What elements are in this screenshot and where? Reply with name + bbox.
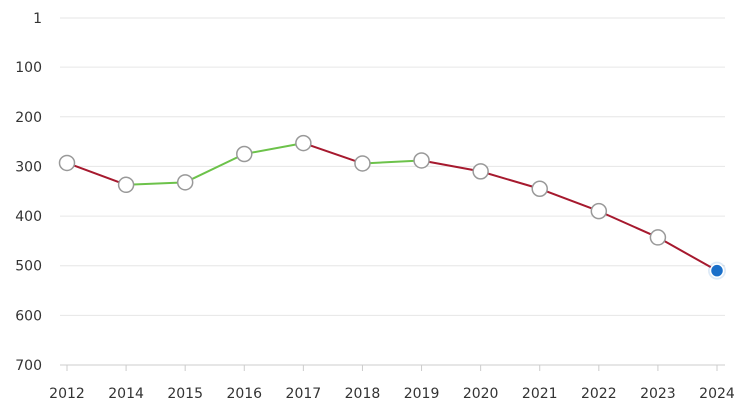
x-tick-label: 2023 — [640, 386, 676, 402]
line-segment — [420, 159, 482, 173]
data-point[interactable] — [590, 202, 608, 220]
y-tick-label: 100 — [15, 60, 42, 76]
y-tick-label: 1 — [33, 11, 42, 27]
x-tick-label: 2017 — [286, 386, 322, 402]
data-point[interactable] — [236, 145, 253, 163]
data-point[interactable] — [472, 163, 489, 180]
data-point[interactable] — [58, 154, 76, 172]
line-segment — [597, 210, 659, 239]
x-tick-label: 2016 — [226, 386, 262, 402]
data-point-current[interactable] — [709, 263, 725, 278]
y-tick-label: 200 — [15, 110, 42, 126]
data-point[interactable] — [531, 180, 548, 198]
grid — [60, 17, 725, 366]
line-segment — [66, 161, 128, 186]
y-tick-label: 600 — [15, 308, 42, 324]
line-segment — [479, 170, 541, 190]
series-line — [66, 142, 718, 272]
line-segment — [243, 142, 305, 156]
line-segment — [361, 159, 423, 165]
data-point[interactable] — [176, 174, 194, 191]
x-tick-label: 2012 — [49, 386, 85, 402]
x-tick-label: 2021 — [522, 386, 558, 402]
data-point[interactable] — [649, 229, 667, 246]
line-segment — [302, 142, 364, 165]
line-segment — [538, 187, 600, 213]
y-tick-label: 300 — [15, 159, 42, 175]
x-tick-label: 2024 — [699, 386, 735, 402]
x-tick-label: 2020 — [463, 386, 499, 402]
x-tick-label: 2018 — [345, 386, 381, 402]
line-segment — [125, 181, 187, 186]
data-point[interactable] — [354, 155, 371, 172]
y-tick-label: 500 — [15, 259, 42, 275]
x-tick-label: 2019 — [404, 386, 440, 402]
y-tick-label: 700 — [15, 358, 42, 374]
line-segment — [656, 236, 718, 272]
y-tick-label: 400 — [15, 209, 42, 225]
data-point[interactable] — [413, 152, 430, 169]
series-points — [58, 134, 726, 280]
x-tick-label: 2015 — [167, 386, 203, 402]
data-point[interactable] — [295, 134, 312, 152]
data-point[interactable] — [117, 176, 135, 194]
y-axis: 1 100 200 300 400 500 600 700 — [15, 11, 42, 374]
x-tick-label: 2022 — [581, 386, 617, 402]
x-axis: 2012 2014 2015 2016 2017 2018 2019 2020 2021 2022… — [49, 364, 735, 402]
line-segment — [184, 153, 246, 184]
x-tick-label: 2014 — [108, 386, 144, 402]
